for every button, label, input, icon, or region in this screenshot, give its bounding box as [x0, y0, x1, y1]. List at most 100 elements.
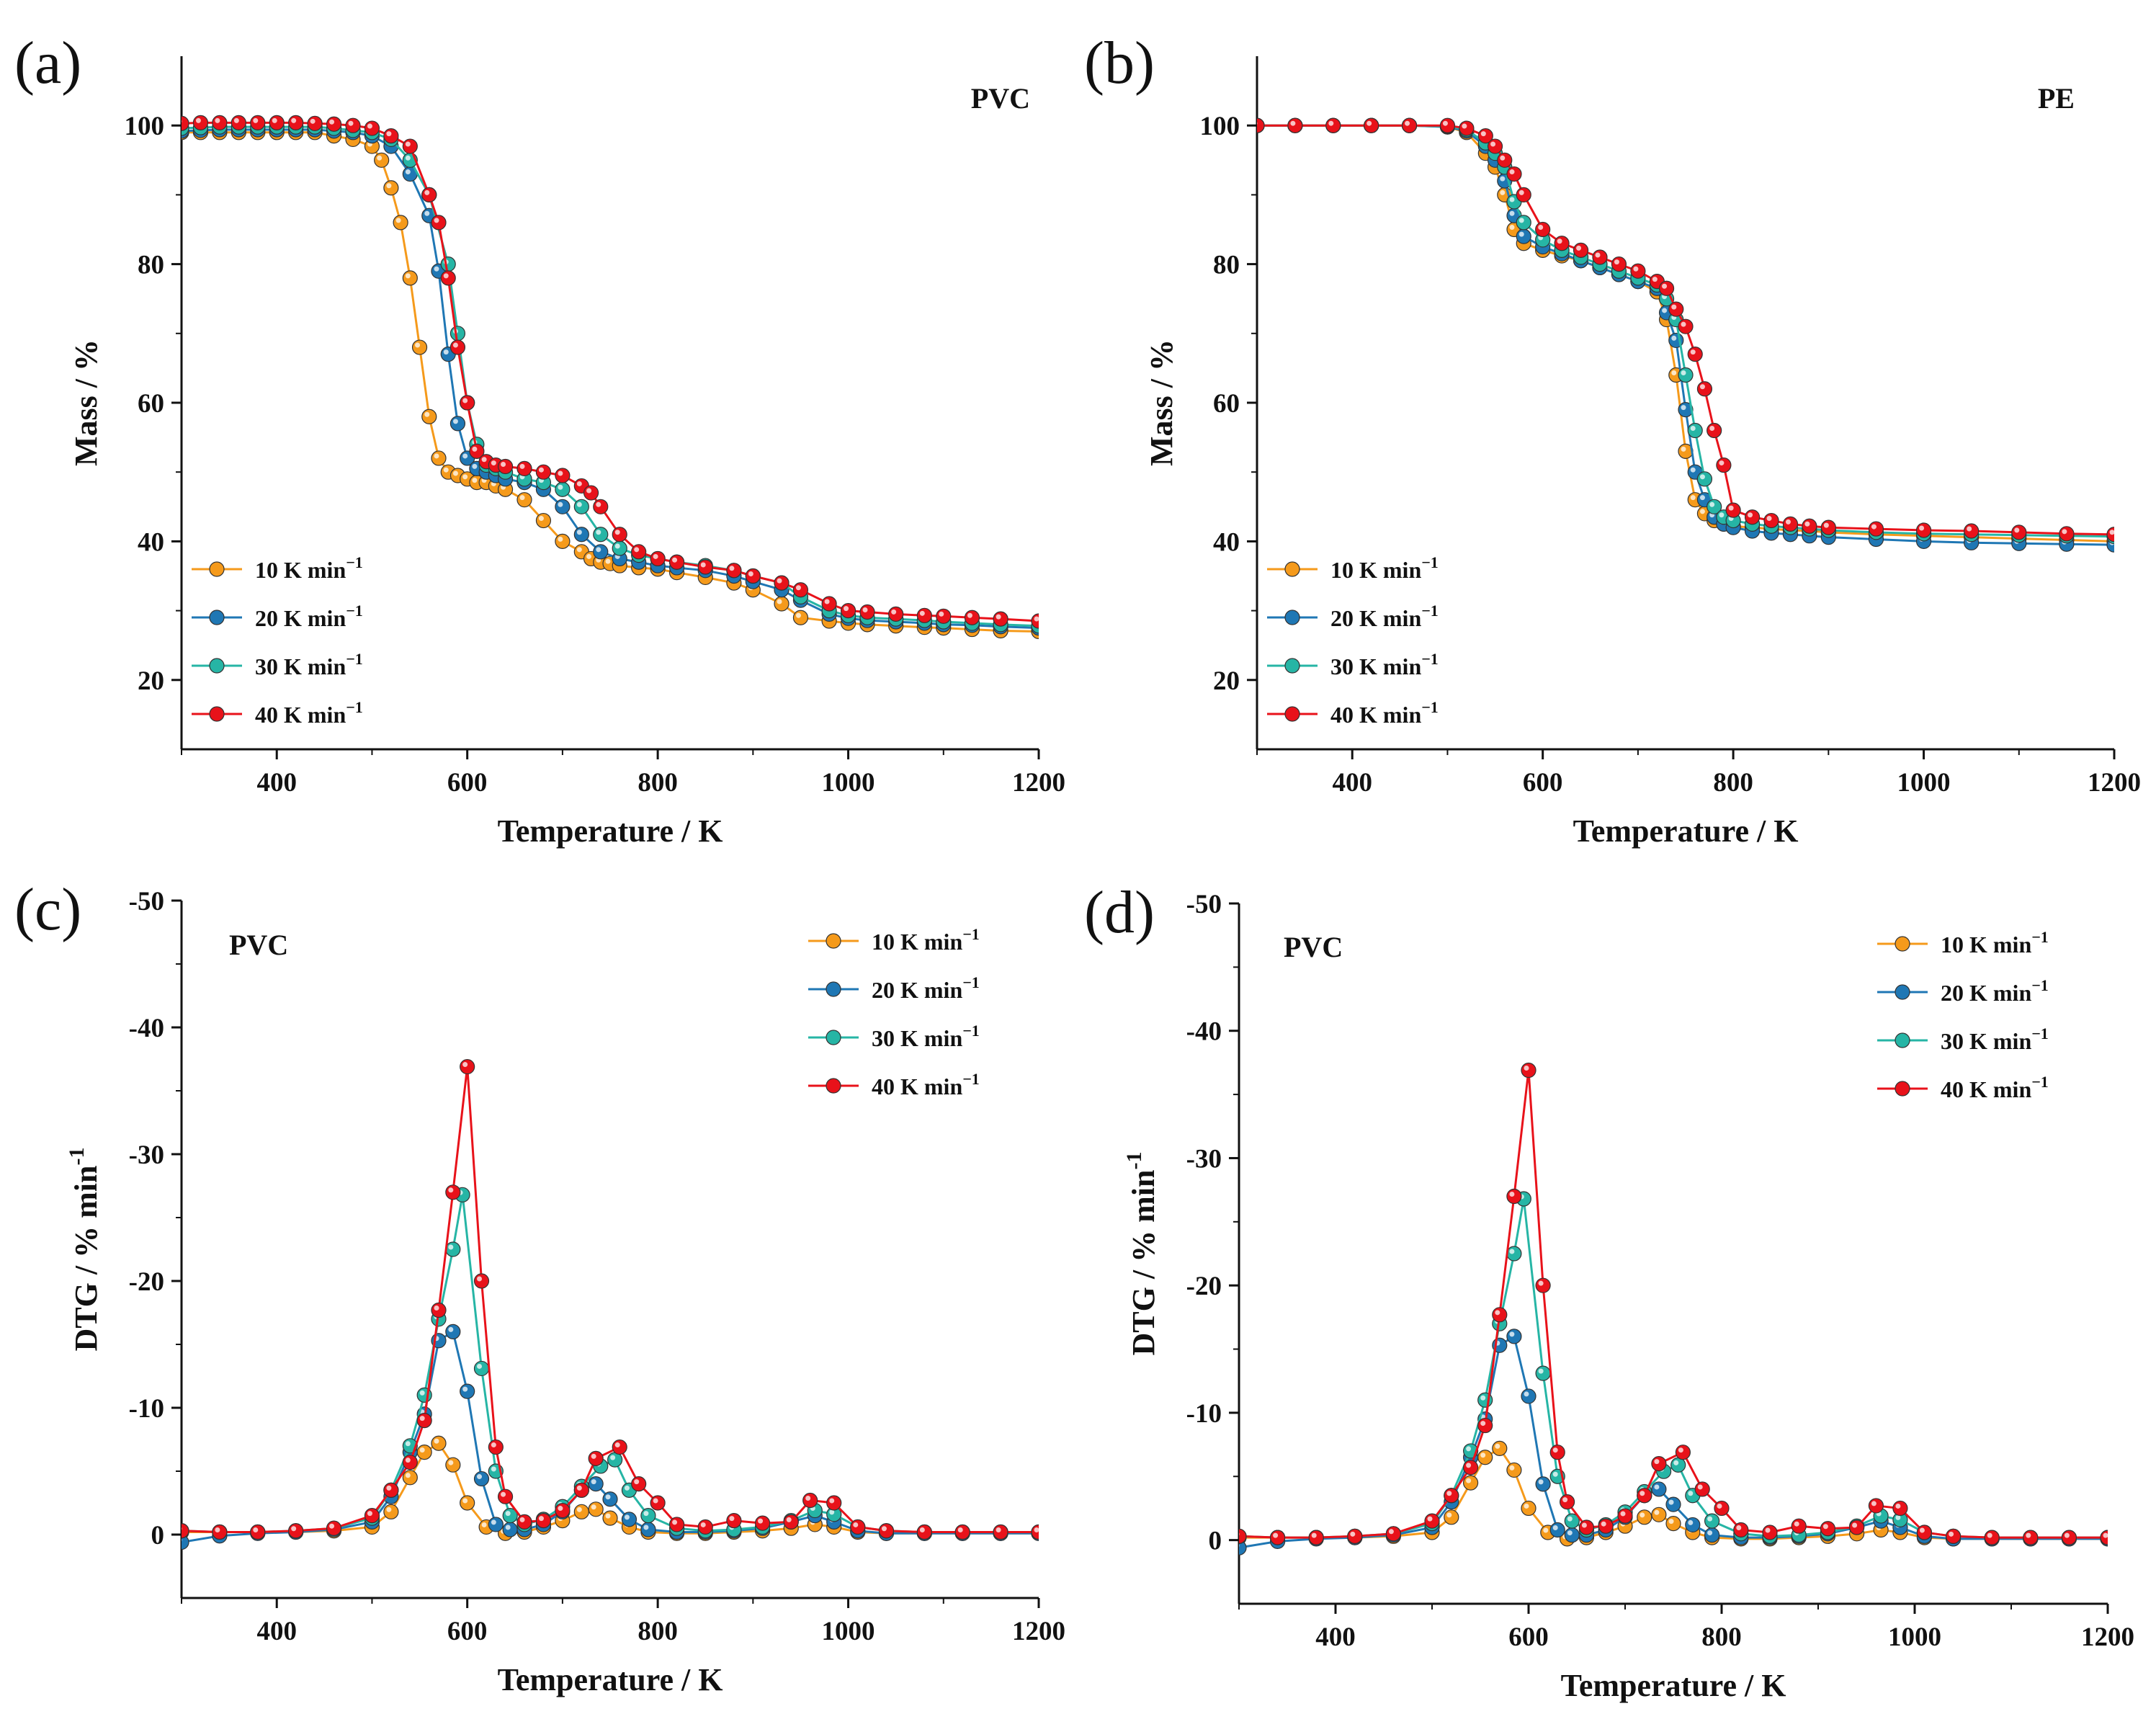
legend-label-sup: −1	[1421, 602, 1439, 620]
data-point-highlight	[1567, 1517, 1573, 1522]
data-point	[1676, 1445, 1690, 1460]
data-point-highlight	[1736, 1525, 1741, 1530]
data-point-highlight	[406, 273, 411, 278]
data-point	[1734, 1522, 1748, 1537]
data-point-highlight	[1510, 169, 1515, 174]
legend-label-sup: −1	[1421, 553, 1439, 571]
y-tick-label: 0	[1209, 1527, 1222, 1556]
data-point-highlight	[1553, 1472, 1558, 1477]
data-point-highlight	[1543, 1528, 1548, 1533]
data-point	[431, 1303, 446, 1317]
legend-label: 10 K min−1	[1941, 928, 2049, 957]
data-point	[1555, 236, 1569, 251]
data-point	[784, 1514, 798, 1529]
data-point	[1697, 382, 1712, 396]
data-point-highlight	[920, 611, 925, 616]
legend-marker	[826, 982, 841, 996]
data-point	[889, 607, 903, 621]
x-tick-label: 1200	[2081, 1622, 2134, 1652]
data-point	[841, 604, 856, 618]
legend-item: 20 K min−1	[192, 602, 363, 631]
panel-letter-a: (a)	[14, 30, 81, 97]
data-point	[1507, 167, 1521, 182]
x-tick-label: 1200	[2088, 768, 2141, 798]
data-point	[1631, 264, 1645, 278]
data-point-highlight	[1671, 336, 1676, 341]
x-tick-label: 600	[447, 768, 488, 798]
series-40k	[174, 115, 1046, 628]
data-point-highlight	[453, 471, 458, 476]
data-point-highlight	[596, 547, 601, 552]
y-tick-label: 20	[138, 666, 164, 696]
y-tick-label: -30	[129, 1140, 164, 1170]
legend-label: 30 K min−1	[1941, 1025, 2049, 1054]
data-point	[1521, 1501, 1536, 1515]
data-point-highlight	[596, 502, 601, 507]
data-point	[1688, 423, 1702, 437]
data-point	[1364, 118, 1379, 133]
data-point-highlight	[805, 1496, 810, 1501]
x-tick-label: 800	[1701, 1622, 1742, 1652]
data-point-highlight	[625, 1514, 630, 1519]
data-point	[446, 1458, 460, 1472]
data-point-highlight	[462, 398, 468, 403]
data-point-highlight	[291, 118, 296, 123]
data-point	[860, 605, 875, 620]
data-point	[1917, 1525, 1931, 1540]
data-point	[1717, 458, 1731, 473]
data-point	[1802, 519, 1817, 533]
data-point	[460, 1384, 475, 1398]
data-point-highlight	[1691, 468, 1696, 473]
data-point	[1618, 1509, 1632, 1523]
legend-item: 30 K min−1	[808, 1022, 980, 1051]
data-point	[1697, 472, 1712, 486]
data-point-highlight	[1967, 526, 1972, 531]
data-point-highlight	[1707, 1517, 1712, 1522]
data-point-highlight	[539, 468, 544, 473]
legend-label-sup: −1	[346, 698, 363, 716]
data-point-highlight	[787, 1517, 792, 1522]
data-point-highlight	[329, 1524, 334, 1529]
data-point	[498, 460, 513, 474]
data-point	[1271, 1530, 1285, 1545]
data-point	[1478, 1419, 1493, 1433]
x-tick-label: 600	[447, 1617, 488, 1646]
panel-a: (a) 400 600 800 1000 1200 20 40 60 80 100 Temperatu…	[14, 30, 1065, 849]
data-point-highlight	[1428, 1517, 1433, 1522]
data-point	[327, 117, 341, 131]
data-point-highlight	[491, 1442, 496, 1447]
data-point	[1669, 302, 1683, 316]
data-point-highlight	[1707, 1530, 1712, 1535]
data-point-highlight	[1596, 252, 1601, 257]
data-point-highlight	[958, 1527, 963, 1532]
legend-label-sup: −1	[2031, 1025, 2049, 1043]
data-point-highlight	[1614, 259, 1619, 264]
data-point-highlight	[777, 599, 782, 604]
y-axis-label: DTG / % min-1	[65, 1148, 104, 1352]
data-point	[1516, 187, 1531, 202]
data-point-highlight	[1480, 1421, 1485, 1426]
data-point	[1652, 1457, 1666, 1471]
data-point-highlight	[606, 1514, 611, 1519]
data-point	[488, 1440, 503, 1455]
legend-label: 20 K min−1	[1330, 602, 1439, 631]
data-point	[632, 1477, 646, 1491]
data-point	[612, 527, 627, 542]
data-point-highlight	[291, 1526, 296, 1531]
data-point-highlight	[406, 169, 411, 174]
data-point	[641, 1522, 656, 1537]
legend-marker	[1285, 659, 1300, 673]
series-line	[182, 130, 1039, 628]
data-point-highlight	[1652, 277, 1658, 282]
data-point	[589, 1502, 603, 1517]
plot-area	[174, 1060, 1046, 1550]
data-point-highlight	[615, 544, 620, 549]
legend-label: 30 K min−1	[255, 650, 363, 679]
series-30k	[174, 1187, 1046, 1539]
data-point-highlight	[501, 1492, 506, 1497]
data-point-highlight	[1698, 1484, 1703, 1489]
legend-item: 30 K min−1	[1267, 650, 1439, 679]
x-tick-label: 1000	[1888, 1622, 1941, 1652]
data-point-highlight	[1824, 523, 1829, 528]
